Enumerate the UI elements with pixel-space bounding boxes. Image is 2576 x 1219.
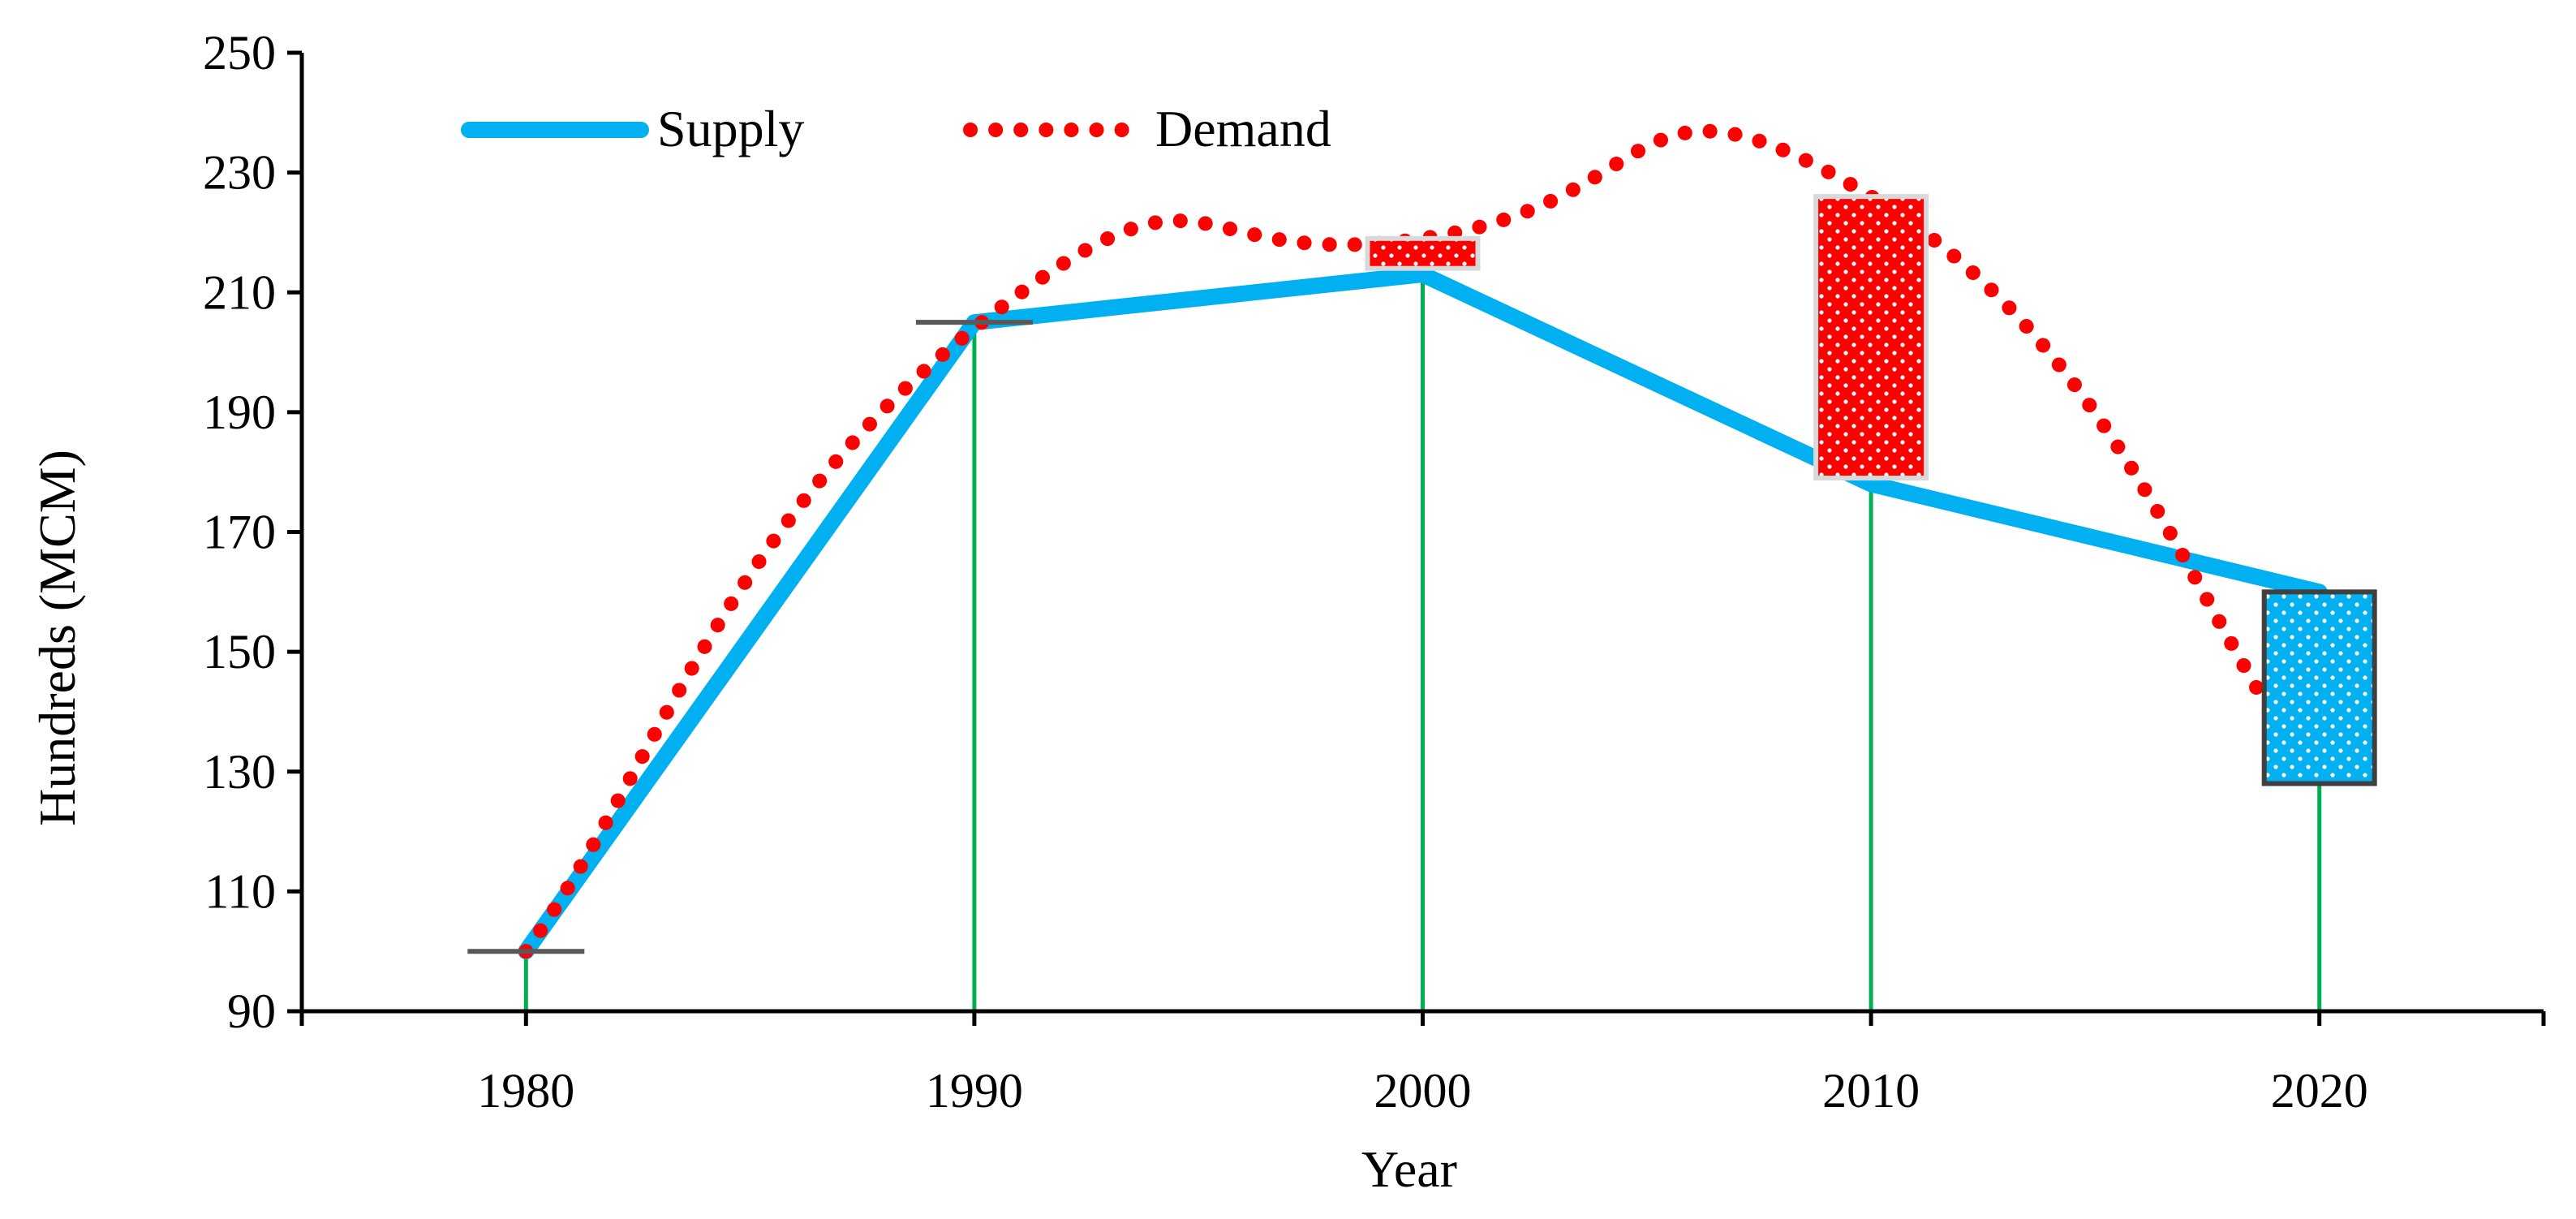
gap-box-2020: [2261, 589, 2377, 786]
y-tick-label-230: 230: [203, 146, 276, 200]
gap-box-2010: [1813, 194, 1929, 481]
y-tick-label-190: 190: [203, 386, 276, 439]
series-demand: [518, 123, 2327, 959]
x-tick-label-2000: 2000: [1374, 1064, 1472, 1118]
y-tick-label-250: 250: [203, 26, 276, 80]
x-axis-title: Year: [1361, 1140, 1457, 1198]
y-axis-title: Hundreds (MCM): [28, 450, 86, 826]
gap-boxes: [1365, 194, 2377, 786]
axes: [287, 50, 2546, 1026]
x-tick-label-1980: 1980: [477, 1064, 574, 1118]
legend-label-demand: Demand: [1155, 100, 1331, 157]
x-tick-labels: 1980 1990 2000 2010 2020: [477, 1064, 2367, 1118]
series-supply: [518, 266, 2328, 960]
y-tick-label-150: 150: [203, 625, 276, 678]
y-tick-label-170: 170: [203, 506, 276, 559]
legend-label-supply: Supply: [657, 100, 804, 157]
y-tick-label-210: 210: [203, 265, 276, 319]
y-tick-label-110: 110: [204, 864, 276, 918]
supply-line: [518, 266, 2328, 960]
gap-box-2000: [1365, 235, 1481, 271]
y-tick-label-90: 90: [227, 984, 276, 1038]
y-tick-labels: 90 110 130 150 170 190 210 230 250: [203, 26, 276, 1038]
demand-line: [518, 123, 2327, 959]
caps: [467, 320, 1033, 954]
y-tick-label-130: 130: [203, 745, 276, 799]
drop-lines: [523, 274, 2322, 1011]
x-tick-label-2010: 2010: [1822, 1064, 1920, 1118]
x-tick-label-1990: 1990: [926, 1064, 1023, 1118]
legend: Supply Demand: [461, 100, 1331, 157]
x-tick-label-2020: 2020: [2271, 1064, 2368, 1118]
